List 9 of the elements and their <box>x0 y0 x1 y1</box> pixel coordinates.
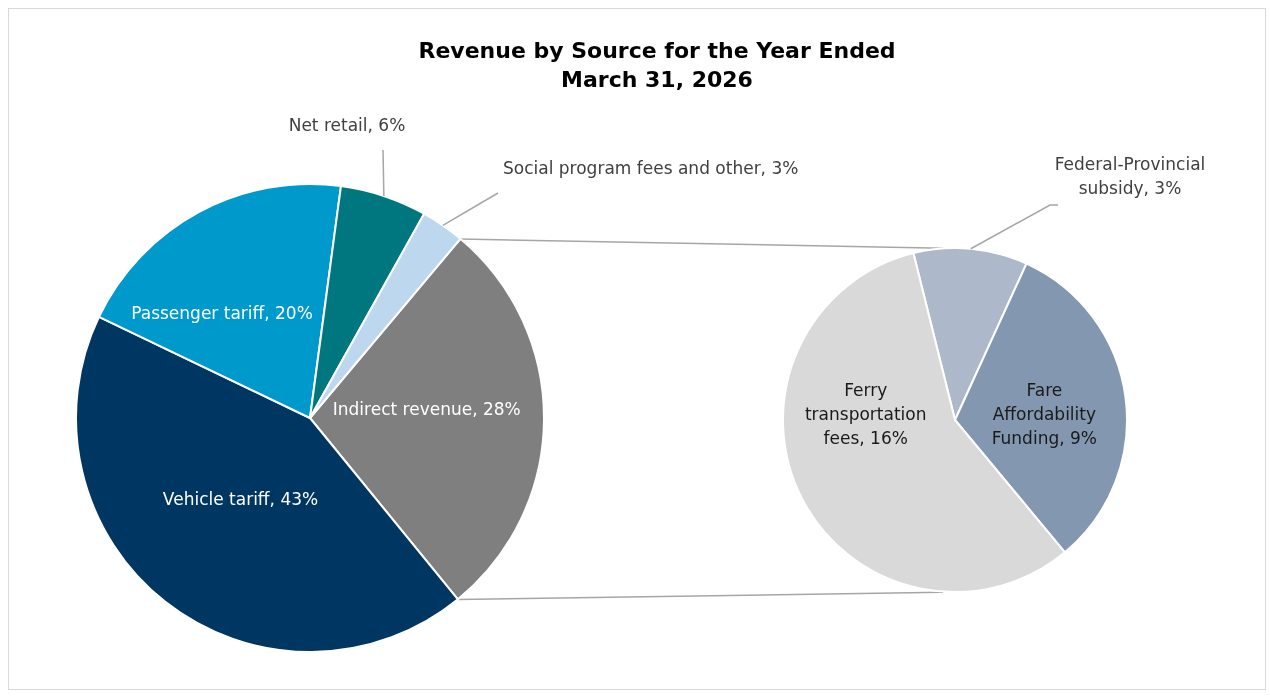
slice-label: Indirect revenue, 28% <box>332 399 521 420</box>
slice-label: Federal-Provincial subsidy, 3% <box>1054 154 1206 199</box>
slice-label: Fare Affordability Funding, 9% <box>991 380 1097 449</box>
slice-label: Passenger tariff, 20% <box>131 303 313 324</box>
slice-label: Vehicle tariff, 43% <box>162 488 319 509</box>
chart-title: Revenue by Source for the Year Ended March 31, 2026 <box>417 37 897 94</box>
slice-label: Ferry transportation fees, 16% <box>804 379 927 448</box>
slice-label: Net retail, 6% <box>288 115 406 136</box>
slice-label: Social program fees and other, 3% <box>503 158 799 179</box>
